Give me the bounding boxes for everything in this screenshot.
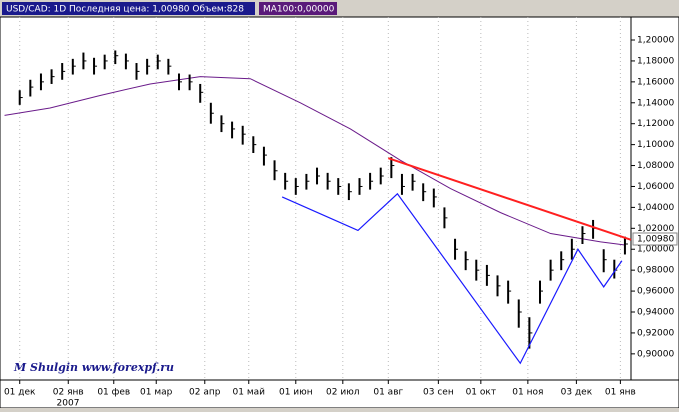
x-tick-label: 03 дек	[561, 388, 593, 398]
x-tick-label: 02 янв	[53, 388, 84, 398]
plot-area	[0, 16, 632, 381]
price-axis	[630, 16, 679, 381]
x-tick-label: 01 окт	[466, 388, 497, 398]
y-tick-label: 0,96000	[637, 287, 674, 297]
y-tick-label: 1,00000	[637, 245, 674, 255]
moving-average	[4, 76, 625, 246]
x-tick-label: 01 ноя	[512, 388, 543, 398]
last-price-label: 1,00980	[637, 234, 674, 244]
x-tick-label: 03 сен	[423, 388, 454, 398]
x-tick-label: 01 янв	[605, 388, 636, 398]
y-tick-label: 1,16000	[637, 77, 674, 87]
y-tick-label: 0,90000	[637, 349, 674, 359]
x-tick-label: 01 мар	[140, 388, 173, 398]
pattern-line	[281, 192, 623, 365]
y-tick-label: 1,02000	[637, 224, 674, 234]
y-tick-label: 1,20000	[637, 36, 674, 46]
x-tick-label: 01 авг	[373, 388, 403, 398]
y-tick-label: 1,04000	[637, 203, 674, 213]
y-tick-label: 1,10000	[637, 140, 674, 150]
y-tick-label: 1,12000	[637, 119, 674, 129]
y-tick-label: 1,14000	[637, 98, 674, 108]
x-tick-label: 01 июн	[279, 388, 313, 398]
x-tick-label: 01 фев	[97, 388, 130, 398]
y-tick-label: 1,06000	[637, 182, 674, 192]
time-axis	[0, 379, 679, 409]
x-tick-label: 01 май	[233, 388, 266, 398]
y-tick-label: 1,18000	[637, 56, 674, 66]
last-price-box	[632, 232, 678, 246]
trend-line	[387, 157, 632, 241]
indicator-label: MA100:0,00000	[263, 5, 335, 15]
year-label: 2007	[57, 399, 80, 409]
watermark: M Shulgin www.forexpf.ru	[13, 361, 174, 374]
y-tick-label: 0,98000	[637, 266, 674, 276]
y-tick-label: 0,94000	[637, 308, 674, 318]
title-box	[2, 2, 255, 15]
y-tick-label: 0,92000	[637, 328, 674, 338]
y-tick-label: 1,08000	[637, 161, 674, 171]
indicator-box	[259, 2, 337, 15]
chart-title: USD/CAD: 1D Последняя цена: 1,00980 Объе…	[6, 5, 244, 15]
x-tick-label: 01 дек	[4, 388, 36, 398]
x-tick-label: 02 апр	[189, 388, 221, 398]
x-tick-label: 02 июл	[326, 388, 360, 398]
